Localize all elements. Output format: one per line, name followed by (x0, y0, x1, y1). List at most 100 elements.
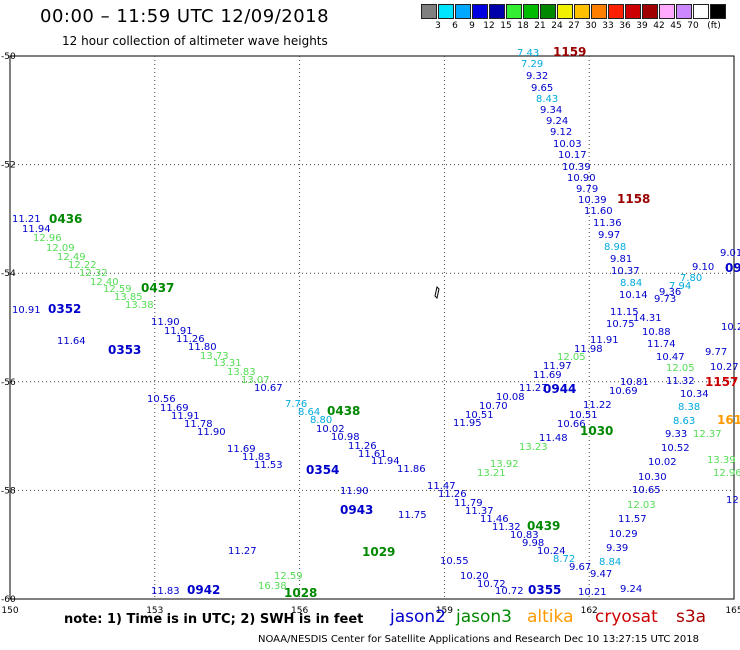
wave-height-value: 14.31 (633, 313, 662, 324)
wave-height-value: 10.56 (147, 394, 176, 405)
wave-height-value: 12.22 (68, 260, 97, 271)
wave-height-value: 12.05 (557, 352, 586, 363)
wave-height-value: 11.90 (197, 427, 226, 438)
legend-label: 30 (585, 21, 597, 31)
pass-time-label: 1610 (717, 413, 740, 427)
pass-time-label: 0437 (141, 281, 174, 295)
latitude-label: -52 (1, 161, 16, 171)
wave-height-value: 10.47 (656, 352, 685, 363)
legend-swatch (557, 4, 573, 19)
legend-label: 27 (568, 21, 580, 31)
wave-height-value: 12.59 (103, 284, 132, 295)
wave-height-value: 11.32 (492, 522, 521, 533)
legend-swatch (659, 4, 675, 19)
legend-swatch (523, 4, 539, 19)
wave-height-value: 9.33 (665, 429, 687, 440)
wave-height-value: 9.36 (659, 287, 681, 298)
wave-height-value: 10.37 (611, 266, 640, 277)
wave-height-value: 12.32 (79, 268, 108, 279)
wave-height-value: 11.36 (593, 218, 622, 229)
wave-height-value: 10.21 (578, 587, 607, 598)
legend-label: 33 (602, 21, 614, 31)
latitude-label: -56 (1, 378, 16, 388)
legend-swatch (489, 4, 505, 19)
wave-height-value: 10.14 (619, 290, 648, 301)
longitude-label: 159 (436, 606, 453, 616)
wave-height-value: 9.34 (540, 105, 562, 116)
wave-height-value: 10.51 (569, 410, 598, 421)
pass-time-label: 1028 (284, 586, 317, 600)
pass-time-label: 0944 (543, 382, 576, 396)
wave-height-value: 16.38 (258, 581, 287, 592)
legend-unit: (ft) (707, 21, 721, 31)
wave-height-value: 8.64 (298, 407, 320, 418)
wave-height-value: 10.75 (606, 319, 635, 330)
wave-height-value: 13.85 (114, 292, 143, 303)
wave-height-value: 13.38 (125, 300, 154, 311)
satellite-name: jason3 (456, 607, 512, 627)
wave-height-value: 7.29 (521, 59, 543, 70)
wave-height-value: 10.17 (558, 150, 587, 161)
longitude-label: 165 (725, 606, 740, 616)
pass-time-label: 0439 (527, 519, 560, 533)
pass-time-label: 1030 (580, 424, 613, 438)
wave-height-value: 12.59 (274, 571, 303, 582)
longitude-label: 153 (146, 606, 163, 616)
wave-height-value: 9.97 (598, 230, 620, 241)
legend-label: 18 (517, 21, 529, 31)
wave-height-value: 10.70 (479, 401, 508, 412)
wave-height-value: 10.66 (557, 419, 586, 430)
legend-swatch (608, 4, 624, 19)
legend-swatch (438, 4, 454, 19)
wave-height-value: 11.90 (340, 486, 369, 497)
wave-height-value: 12.96 (33, 233, 62, 244)
wave-height-value: 11.32 (666, 376, 695, 387)
legend-swatch (693, 4, 709, 19)
wave-height-value: 10.55 (440, 556, 469, 567)
legend-label: 6 (452, 21, 458, 31)
wave-height-value: 7.80 (680, 273, 702, 284)
wave-height-value: 11.37 (465, 506, 494, 517)
wave-height-value: 11.69 (533, 370, 562, 381)
wave-height-value: 12.37 (693, 429, 722, 440)
wave-height-value: 9.98 (522, 538, 544, 549)
wave-height-value: 10.98 (331, 432, 360, 443)
wave-height-value: 10.30 (638, 472, 667, 483)
legend-swatch (625, 4, 641, 19)
wave-height-value: 13.73 (200, 351, 229, 362)
wave-height-value: 11.15 (610, 307, 639, 318)
legend-swatch (506, 4, 522, 19)
wave-height-value: 12.96 (713, 468, 740, 479)
wave-height-value: 11.60 (584, 206, 613, 217)
longitude-label: 156 (291, 606, 308, 616)
wave-height-value: 9.67 (569, 562, 591, 573)
wave-height-value: 11.95 (453, 418, 482, 429)
wave-height-value: 7.76 (285, 399, 307, 410)
legend-swatch (540, 4, 556, 19)
pass-time-label: 0943 (340, 503, 373, 517)
page-subtitle: 12 hour collection of altimeter wave hei… (62, 34, 328, 48)
wave-height-value: 11.78 (184, 419, 213, 430)
wave-height-value: 11.80 (188, 342, 217, 353)
wave-height-value: 11.47 (427, 481, 456, 492)
wave-height-value: 9.39 (606, 543, 628, 554)
wave-height-value: 11.27 (519, 383, 548, 394)
wave-height-value: 10.34 (680, 389, 709, 400)
wave-height-value: 11.27 (228, 546, 257, 557)
wave-height-value: 11.91 (164, 326, 193, 337)
pass-time-label: 09 (725, 261, 740, 275)
pass-time-label: 1029 (362, 545, 395, 559)
legend-label: 45 (670, 21, 682, 31)
wave-height-value: 13.31 (213, 358, 242, 369)
wave-height-value: 10.08 (496, 392, 525, 403)
legend-label: 36 (619, 21, 631, 31)
satellite-name: cryosat (595, 607, 658, 627)
wave-height-value: 9.10 (692, 262, 714, 273)
wave-height-value: 10.20 (460, 571, 489, 582)
wave-height-value: 9.47 (590, 569, 612, 580)
legend-label: 3 (435, 21, 441, 31)
wave-height-value: 11.98 (574, 344, 603, 355)
wave-height-value: 11.86 (397, 464, 426, 475)
wave-height-value: 11.79 (454, 498, 483, 509)
legend-swatch (710, 4, 726, 19)
